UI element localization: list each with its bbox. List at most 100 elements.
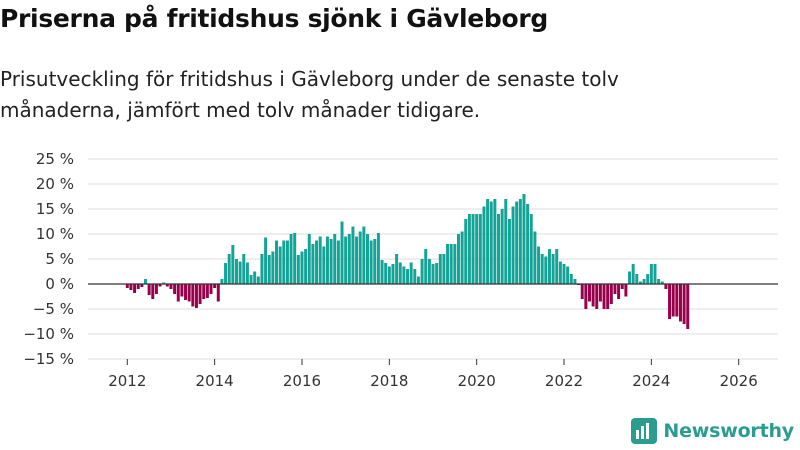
bar [526,204,530,284]
bar [460,231,464,284]
bar [315,240,319,284]
bar [511,206,515,284]
bar [478,214,482,284]
bar [500,209,504,284]
bar [391,264,395,284]
bar [453,244,457,284]
bar [558,261,562,284]
bar [209,284,213,294]
bar [173,284,177,294]
bar [420,259,424,284]
bar [380,260,384,284]
bar [296,255,300,284]
gridlines [88,158,778,360]
bar [395,254,399,284]
bar [376,233,380,284]
bar [227,254,231,284]
bar [275,240,278,284]
bar [675,284,679,317]
bar [329,239,333,284]
bar [344,236,348,284]
bar [613,284,617,294]
bar [336,240,340,284]
bar [507,219,511,284]
bar [642,279,646,284]
bar [224,263,228,284]
bar [595,284,599,309]
bar [187,284,191,302]
bar [402,266,406,284]
bar [449,244,453,284]
bars [125,194,690,329]
bar [158,284,162,287]
bar [369,240,373,284]
bar [151,284,155,299]
bar [144,279,147,284]
bar [456,234,460,284]
bar [489,201,493,284]
bar [504,199,508,284]
x-axis: 2012 2014 2016 2018 2020 2022 2024 2026 [108,359,758,390]
bar [267,255,271,284]
newsworthy-logo: Newsworthy [631,418,794,444]
bar [635,274,639,284]
bar [231,245,235,284]
bar [282,240,286,284]
bar [580,284,584,299]
data-label: −9 % [700,140,738,144]
bar [686,284,690,329]
bar [253,271,257,284]
bar [260,254,264,284]
bar [289,234,293,284]
x-tick-label: 2026 [720,372,758,390]
bar [653,264,657,284]
bar [184,284,188,300]
bar [431,264,435,284]
y-tick-label: 10 % [36,225,74,243]
bar [238,261,242,284]
bar [471,214,475,284]
y-tick-label: 25 % [36,150,74,168]
bar [424,249,428,284]
bar-chart: 25 % 20 % 15 % 10 % 5 % 0 % −5 % −10 % −15 % 201… [23,140,778,390]
x-tick-label: 2022 [545,372,583,390]
bar [169,284,173,289]
bar [140,284,144,287]
brand-name: Newsworthy [663,420,794,442]
bar [606,284,610,309]
bar [249,275,253,284]
x-tick-label: 2018 [370,372,408,390]
bar [602,284,606,309]
bar [573,279,577,284]
bar [668,284,672,319]
bar [147,284,151,295]
bar [446,244,450,284]
y-tick-label: −15 % [23,350,74,368]
bar [657,279,661,284]
y-tick-label: 5 % [45,250,74,268]
bar [154,284,158,294]
bar [467,214,471,284]
bar [547,249,551,284]
bar [598,284,602,302]
bar [278,246,282,284]
bar [300,251,304,284]
y-tick-label: 15 % [36,200,74,218]
bar [540,254,544,284]
bar [493,199,497,284]
bar [409,262,413,284]
bar [678,284,682,322]
bar [325,236,329,284]
bar [176,284,180,302]
bar [307,234,311,284]
bar [165,284,169,287]
bar [304,249,308,284]
bar [355,236,359,284]
bar [322,246,326,284]
x-tick-label: 2012 [108,372,146,390]
bar [475,214,479,284]
bar [631,264,635,284]
bar [129,284,133,290]
bar [406,269,410,284]
y-tick-label: 0 % [45,275,74,293]
